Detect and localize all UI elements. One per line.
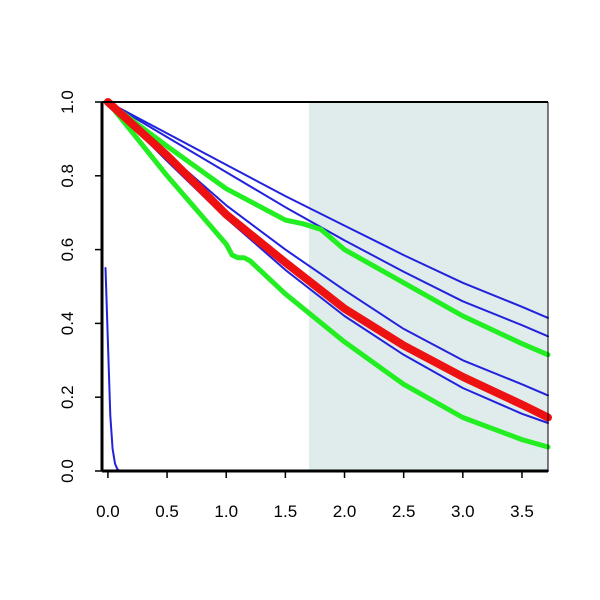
series-line-red-8	[103, 98, 552, 422]
series-line-green-7	[105, 99, 551, 450]
x-tick-label: 2.5	[392, 502, 416, 521]
x-tick-label: 1.5	[274, 502, 298, 521]
y-tick-label: 0.0	[58, 459, 77, 483]
x-tick-label: 0.0	[96, 502, 120, 521]
series-line-blue-1	[106, 101, 549, 319]
y-tick-label: 0.6	[58, 238, 77, 262]
series-line-green-6	[105, 99, 551, 358]
shaded-region	[309, 102, 548, 471]
x-tick-label: 2.0	[333, 502, 357, 521]
series-layer	[103, 98, 552, 472]
x-tick-label: 3.0	[451, 502, 475, 521]
x-tick-label: 3.5	[510, 502, 534, 521]
x-tick-label: 1.0	[214, 502, 238, 521]
y-tick-label: 0.8	[58, 164, 77, 188]
shaded-region-layer	[309, 102, 548, 471]
axis-layer	[95, 101, 549, 478]
y-tick-label: 0.4	[58, 312, 77, 336]
series-line-blue-2	[106, 101, 549, 338]
y-tick-label: 0.2	[58, 385, 77, 409]
tick-label-layer: 0.0 0.5 1.0 1.5 2.0 2.5 3.0 3.5 0.0 0.2 0.4 0.6 0.8 1…	[58, 90, 534, 521]
x-tick-label: 0.5	[155, 502, 179, 521]
y-tick-label: 1.0	[58, 90, 77, 114]
